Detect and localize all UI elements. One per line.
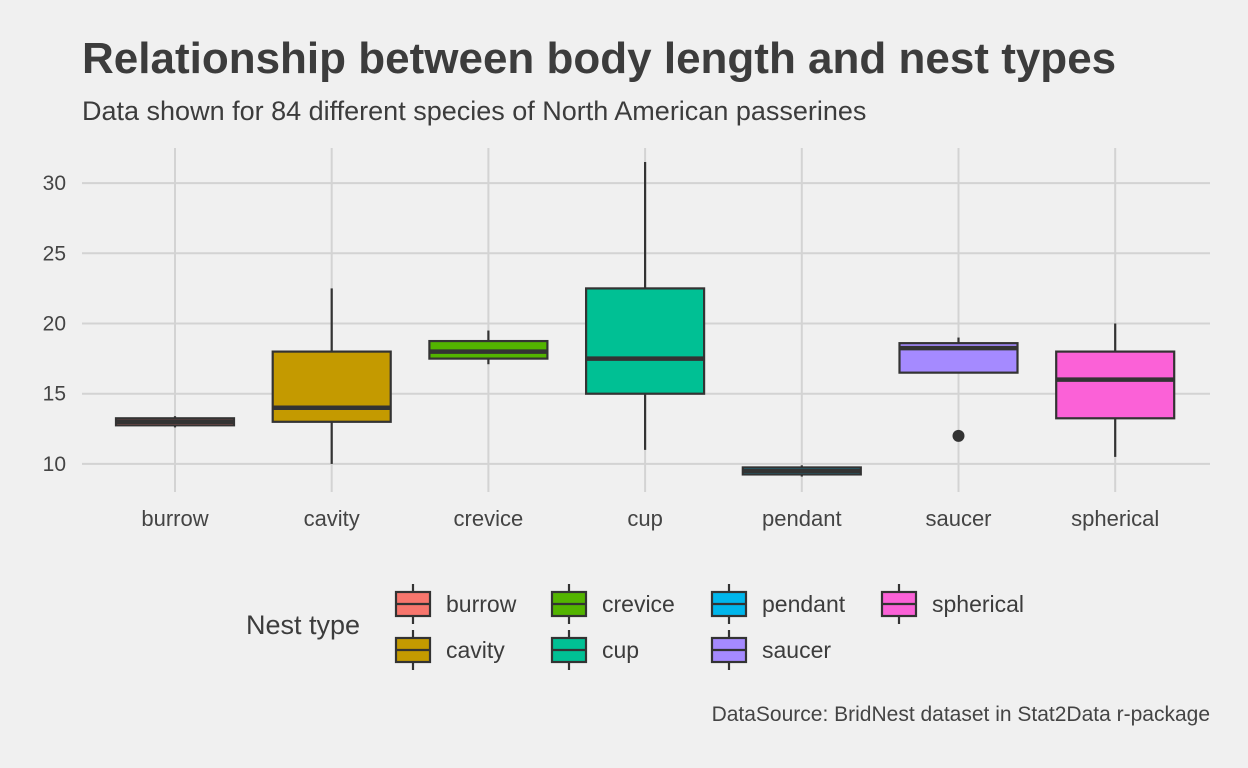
- legend-key-crevice: [550, 584, 588, 624]
- legend-label: cavity: [446, 636, 505, 663]
- x-tick-label: cup: [627, 506, 662, 531]
- legend-item-pendant: pendant: [708, 584, 845, 624]
- legend-key-burrow: [394, 584, 432, 624]
- box-cavity: [271, 288, 392, 464]
- legend-label: pendant: [762, 590, 846, 617]
- legend-label: crevice: [602, 590, 675, 617]
- box-crevice: [428, 330, 549, 365]
- box-cup: [584, 162, 706, 450]
- box-rect: [584, 287, 706, 395]
- chart-subtitle: Data shown for 84 different species of N…: [82, 96, 867, 126]
- legend-item-spherical: spherical: [878, 584, 1024, 624]
- legend-item-burrow: burrow: [392, 584, 516, 624]
- y-tick-label: 20: [43, 313, 66, 336]
- x-tick-label: spherical: [1071, 506, 1159, 531]
- legend-label: spherical: [932, 590, 1025, 617]
- legend-item-crevice: crevice: [548, 584, 675, 624]
- plot-area: 10 15 20 25 30 burrow cavity crevice cup pendant s…: [43, 148, 1210, 531]
- legend-key-cavity: [394, 630, 432, 670]
- chart-title: Relationship between body length and nes…: [82, 34, 1117, 83]
- y-tick-label: 15: [43, 383, 66, 406]
- x-tick-label: crevice: [454, 506, 524, 531]
- legend-item-cup: cup: [548, 630, 639, 670]
- legend-title: Nest type: [246, 610, 361, 640]
- y-tick-label: 25: [43, 242, 66, 265]
- y-tick-label: 10: [43, 453, 66, 476]
- legend-key-spherical: [880, 584, 918, 624]
- boxes-layer: [114, 162, 1176, 477]
- legend-item-saucer: saucer: [708, 630, 831, 670]
- x-tick-label: burrow: [141, 506, 208, 531]
- x-tick-label: pendant: [762, 506, 842, 531]
- legend-key-cup: [550, 630, 588, 670]
- legend-label: cup: [602, 636, 640, 663]
- data-source-caption: DataSource: BridNest dataset in Stat2Dat…: [711, 703, 1210, 726]
- y-tick-label: 30: [43, 172, 66, 195]
- axis-labels: 10 15 20 25 30 burrow cavity crevice cup pendant s…: [43, 172, 1160, 531]
- legend-key-saucer: [710, 630, 748, 670]
- legend-key-pendant: [710, 584, 748, 624]
- box-pendant: [741, 465, 862, 477]
- box-spherical: [1055, 323, 1176, 457]
- box-burrow: [114, 416, 236, 428]
- box-rect: [1055, 350, 1176, 420]
- box-rect: [271, 350, 392, 423]
- box-saucer: [898, 337, 1019, 442]
- legend-label: burrow: [446, 590, 517, 617]
- outlier-point: [952, 429, 965, 442]
- x-tick-label: cavity: [304, 506, 360, 531]
- legend-label: saucer: [762, 636, 832, 663]
- x-tick-label: saucer: [925, 506, 991, 531]
- legend-item-cavity: cavity: [392, 630, 505, 670]
